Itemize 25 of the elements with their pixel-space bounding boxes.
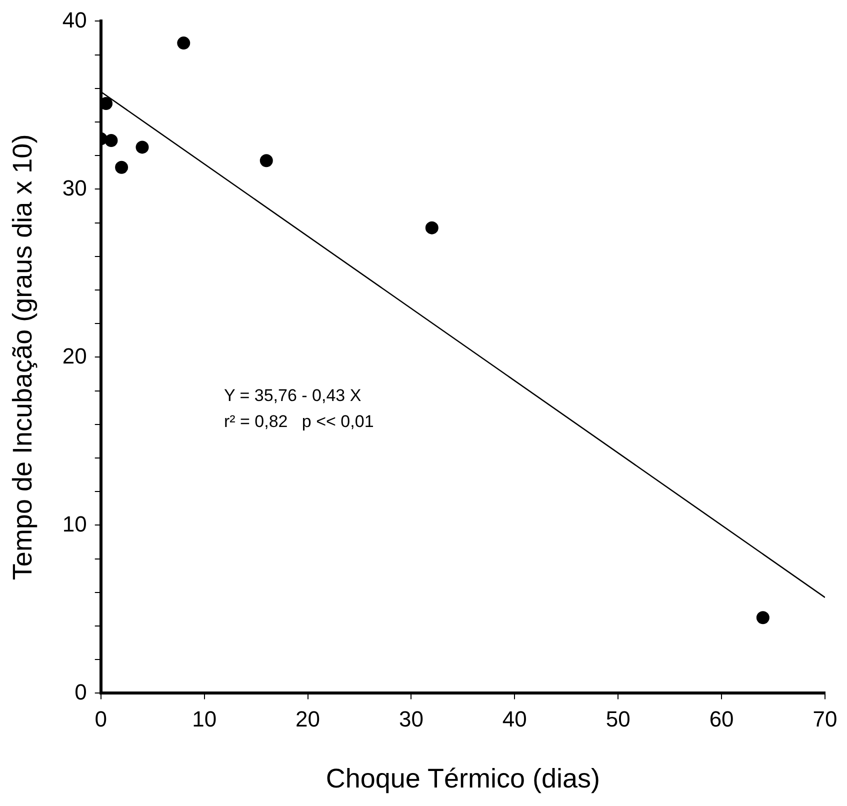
- y-tick-label: 10: [62, 511, 87, 536]
- y-tick-label: 40: [62, 7, 87, 32]
- y-tick-label: 30: [62, 175, 87, 200]
- x-tick-label: 50: [606, 706, 630, 732]
- x-axis-title: Choque Térmico (dias): [326, 763, 600, 794]
- y-tick-label: 0: [74, 679, 87, 704]
- point: [115, 160, 128, 174]
- point: [177, 36, 190, 50]
- point: [425, 221, 438, 234]
- x-tick-label: 40: [502, 706, 527, 732]
- x-tick-label: 70: [812, 706, 838, 732]
- y-axis-title: Tempo de Incubação (graus dia x 10): [8, 134, 38, 580]
- point: [100, 97, 113, 110]
- x-tick-label: 60: [709, 706, 734, 732]
- point: [756, 611, 770, 624]
- point: [260, 154, 273, 168]
- x-tick-label: 30: [398, 706, 424, 732]
- x-tick-label: 10: [192, 706, 217, 732]
- point: [104, 134, 118, 147]
- point: [136, 140, 149, 154]
- y-tick-label: 20: [62, 343, 87, 368]
- annotation: Y = 35,76 - 0,43 X: [224, 386, 362, 405]
- x-tick-label: 0: [94, 706, 107, 732]
- annotation: r² = 0,82 p << 0,01: [224, 412, 374, 431]
- x-tick-label: 20: [296, 706, 320, 732]
